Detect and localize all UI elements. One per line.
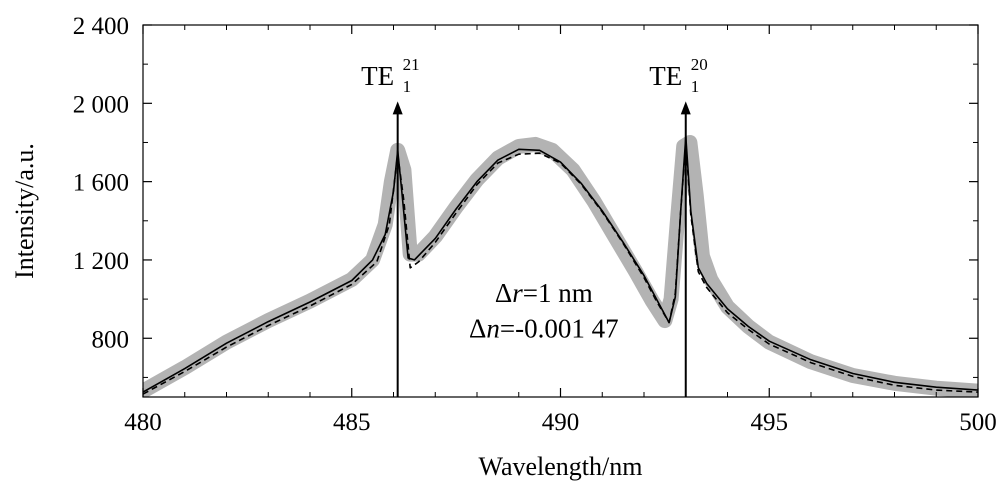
annotation-delta-n: Δn=-0.001 47 [469,313,619,343]
marker-label-sup: 21 [403,55,420,74]
x-tick-label: 500 [959,409,997,436]
marker-arrowhead [392,101,403,115]
x-tick-label: 480 [124,409,162,436]
x-axis-title: Wavelength/nm [479,452,643,481]
y-axis-title: Intensity/a.u. [10,143,39,279]
series-line-dashed-black [143,141,978,395]
series-layer [143,135,978,397]
marker-label-sub: 1 [691,77,700,96]
annotation-delta-r: Δr=1 nm [495,278,593,308]
marker-label-main: TE [361,61,394,91]
marker-label-sup: 20 [691,55,708,74]
marker-label: TE 1 21 [361,55,420,96]
y-tick-label: 1 600 [73,170,129,197]
marker-arrowhead [680,101,691,115]
marker-label-main: TE [649,61,682,91]
y-tick-label: 1 200 [73,248,129,275]
y-tick-label: 2 000 [73,91,129,118]
series-line-thick-gray [143,135,978,397]
x-tick-label: 490 [542,409,580,436]
series-line-solid-black [143,135,978,393]
x-tick-label: 495 [751,409,789,436]
marker-layer: TE 1 21 TE 1 20 [361,55,708,397]
marker-label-sub: 1 [403,77,412,96]
y-tick-label: 2 400 [73,13,129,40]
x-tick-label: 485 [333,409,371,436]
y-tick-label: 800 [92,326,130,353]
marker-label: TE 1 20 [649,55,708,96]
tick-layer: 480 485 490 495 500 800 1 200 1 600 2 000 2 400 [73,13,997,436]
